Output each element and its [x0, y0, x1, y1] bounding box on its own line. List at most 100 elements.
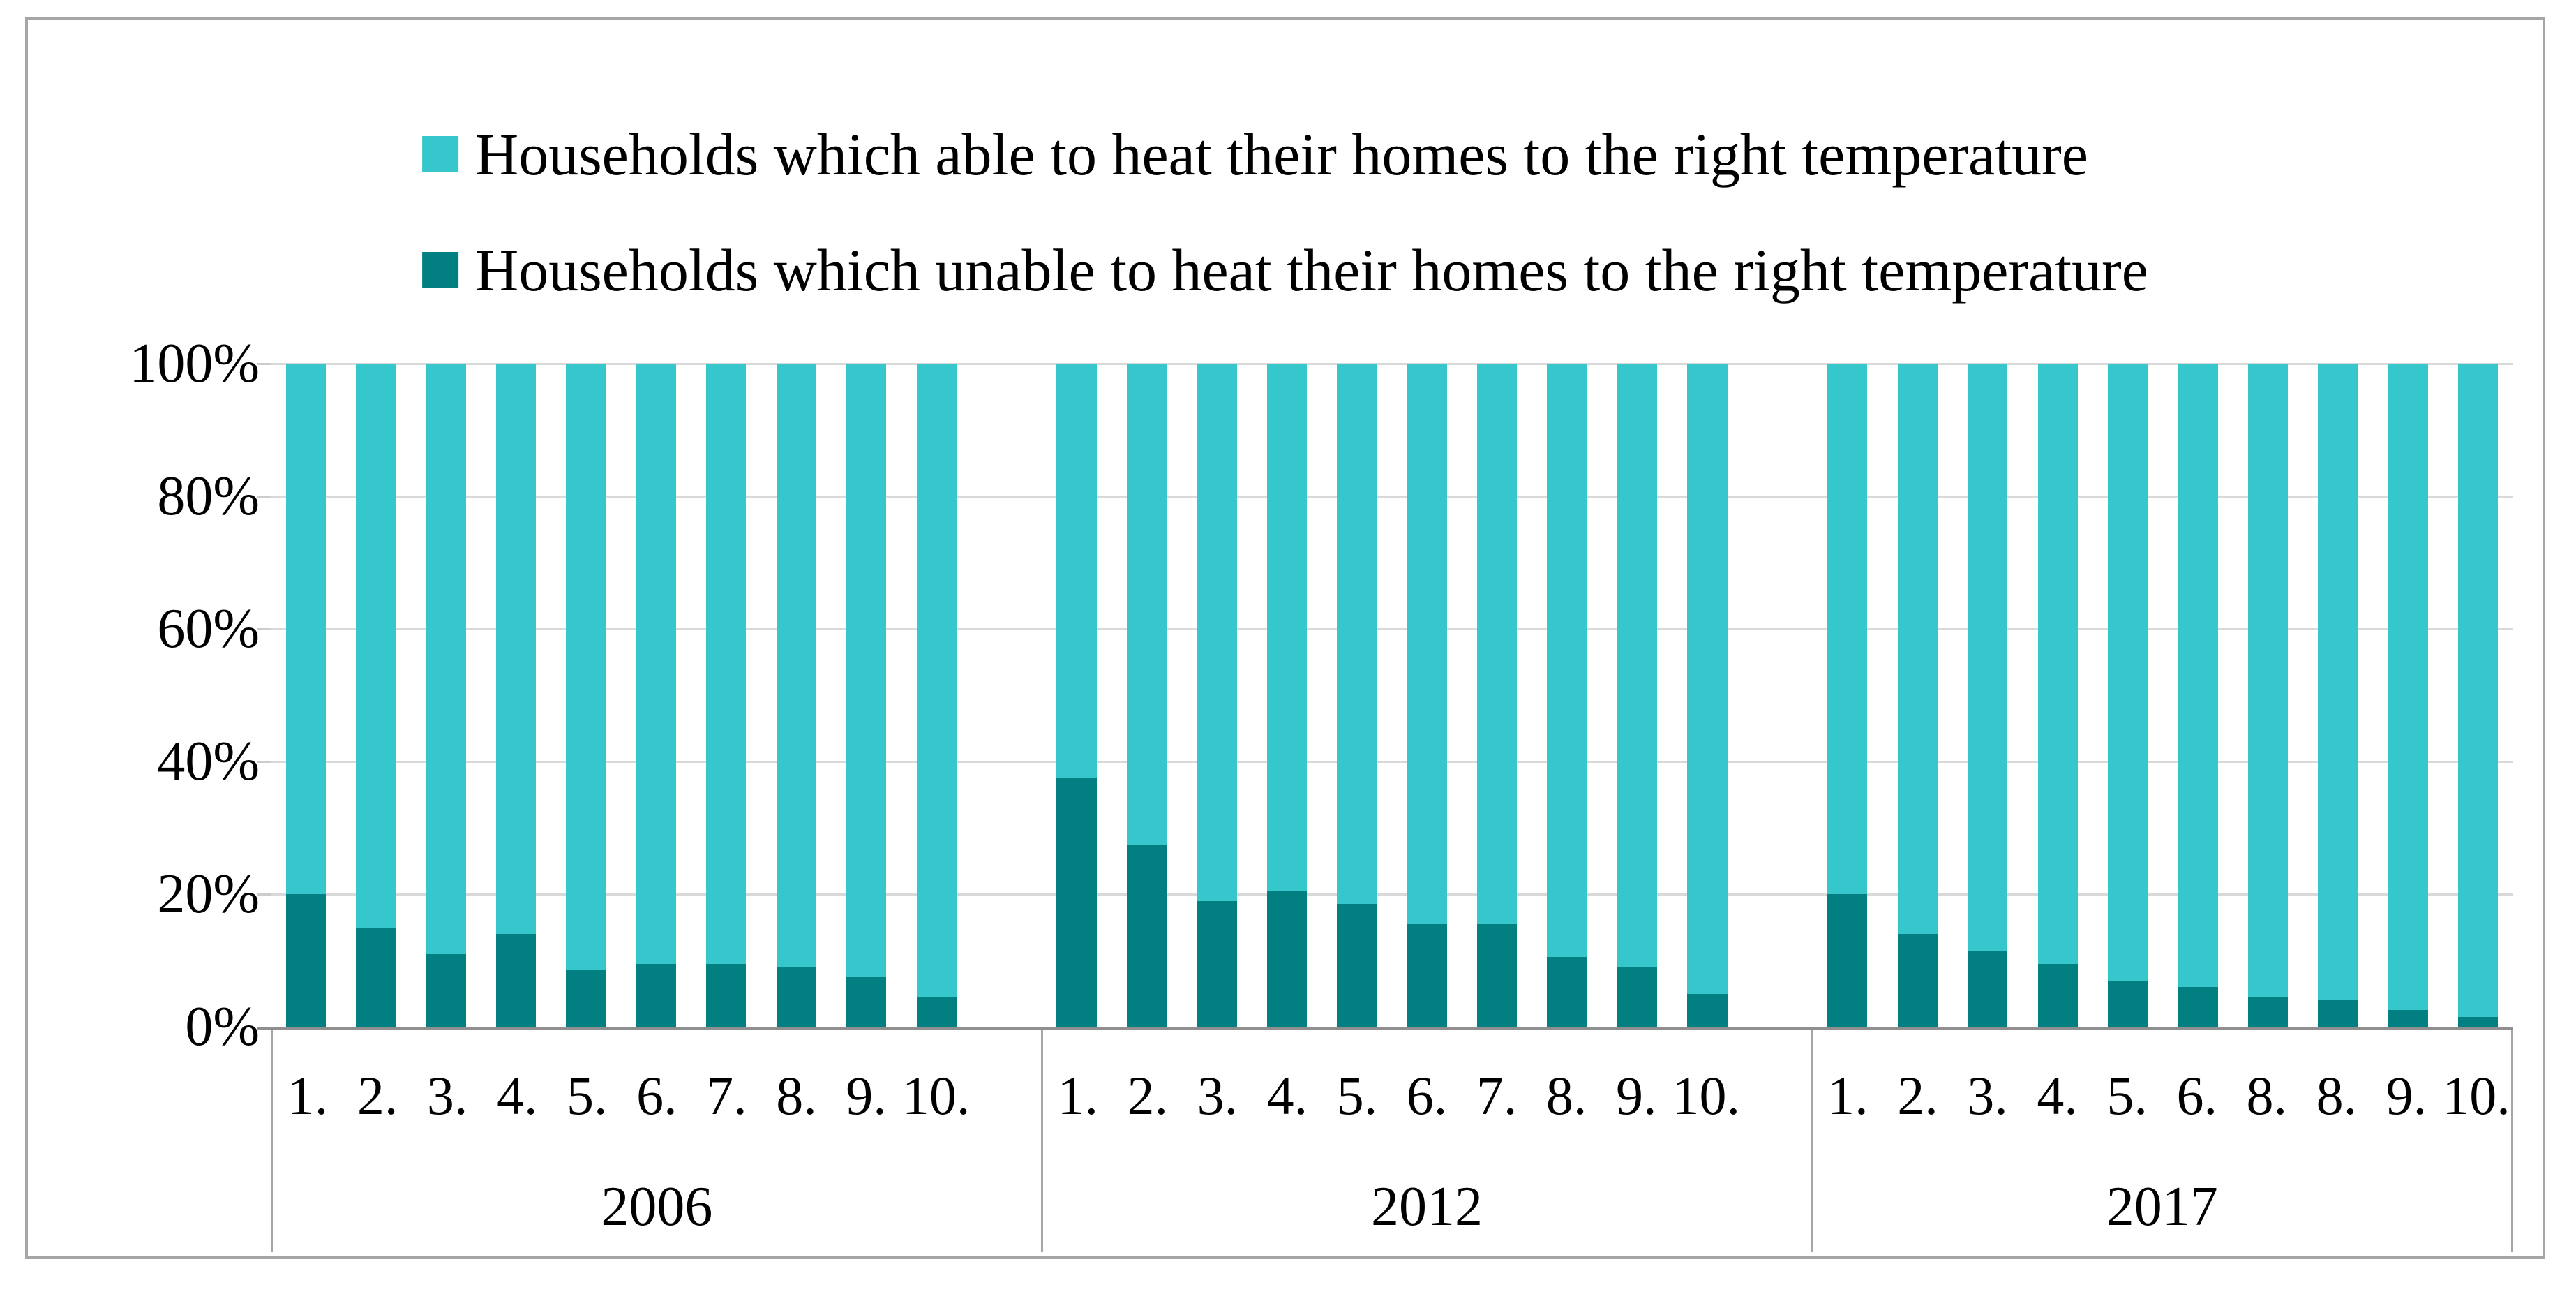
x-tick-label: 4. [496, 1065, 538, 1126]
bar [1056, 364, 1097, 1027]
bar-segment-unable [776, 967, 816, 1027]
legend-item-able: Households which able to heat their home… [422, 123, 2148, 186]
x-tick-label: 10. [2442, 1065, 2510, 1126]
bar-slot [2373, 364, 2443, 1027]
bar-segment-unable [2107, 980, 2148, 1027]
x-tick-row: 1. 2. 3. 4. 5. 6. 7. 8. 9. 10. [273, 1030, 1041, 1161]
bar-segment-unable [566, 970, 606, 1027]
bar-segment-able [1617, 364, 1658, 967]
bar-slot [411, 364, 481, 1027]
bar-segment-able [2107, 364, 2148, 981]
bar [636, 364, 677, 1027]
x-tick-label: 8. [2246, 1065, 2288, 1126]
x-tick-label: 9. [2386, 1065, 2427, 1126]
x-tick-label: 4. [2037, 1065, 2078, 1126]
x-tick-label: 1. [1827, 1065, 1869, 1126]
bar-slot [901, 364, 971, 1027]
x-tick-label: 2. [1127, 1065, 1169, 1126]
bar-slot [1252, 364, 1321, 1027]
year-label: 2017 [2106, 1176, 2218, 1238]
year-cell-2017: 1. 2. 3. 4. 5. 6. 8. 8. 9. 10. 2017 [1813, 1030, 2513, 1252]
bar-segment-able [495, 364, 537, 934]
axis-tick-mark [257, 893, 271, 896]
x-tick-label: 9. [846, 1065, 887, 1126]
bar [846, 364, 887, 1027]
bar [2178, 364, 2218, 1027]
y-tick-label: 80% [157, 466, 260, 527]
x-tick-label: 4. [1266, 1065, 1308, 1126]
bar-segment-able [2458, 364, 2499, 1017]
bar-segment-unable [2458, 1016, 2499, 1027]
bar-segment-unable [1337, 904, 1377, 1027]
bar-segment-unable [1126, 844, 1167, 1027]
legend-swatch-unable-icon [422, 252, 459, 289]
bar-segment-able [916, 364, 957, 997]
bar-slot [1532, 364, 1602, 1027]
bar-segment-unable [2037, 963, 2078, 1027]
bar-group-2012 [1042, 364, 1813, 1027]
legend-label-able: Households which able to heat their home… [475, 121, 2088, 188]
bar-segment-unable [1197, 900, 1237, 1027]
bar [1827, 364, 1868, 1027]
x-tick-label: 8. [2316, 1065, 2358, 1126]
bar-segment-able [636, 364, 677, 964]
bar [916, 364, 957, 1027]
bar [706, 364, 747, 1027]
bar-segment-unable [1547, 957, 1587, 1027]
gridline [271, 893, 2513, 896]
bar-slot [1602, 364, 1672, 1027]
axis-tick-mark [257, 496, 271, 498]
bar-segment-able [1266, 364, 1307, 891]
y-tick-label: 20% [157, 863, 260, 925]
bar-group-2006 [271, 364, 1042, 1027]
bar-segment-unable [1897, 934, 1938, 1027]
bar-segment-unable [706, 963, 747, 1027]
bar-group-2017 [1813, 364, 2513, 1027]
bar-segment-able [706, 364, 747, 964]
bar [2388, 364, 2428, 1027]
x-tick-label: 5. [2106, 1065, 2148, 1126]
bar-segment-able [566, 364, 606, 971]
legend: Households which able to heat their home… [422, 123, 2148, 302]
bar [1477, 364, 1518, 1027]
bar [2247, 364, 2289, 1027]
bars [271, 364, 2513, 1027]
bar-segment-unable [426, 953, 466, 1027]
bar-segment-able [426, 364, 466, 954]
bar-slot [2233, 364, 2302, 1027]
bar-segment-able [1547, 364, 1587, 958]
x-tick-row: 1. 2. 3. 4. 5. 6. 7. 8. 9. 10. [1043, 1030, 1811, 1161]
bar [356, 364, 396, 1027]
x-tick-label: 10. [1672, 1065, 1741, 1126]
bar-segment-able [1897, 364, 1938, 934]
y-tick-label: 60% [157, 598, 260, 660]
gridline [271, 761, 2513, 763]
bar-slot [2163, 364, 2233, 1027]
y-tick-label: 40% [157, 731, 260, 792]
bar [1897, 364, 1938, 1027]
group-spacer [1742, 364, 1812, 1027]
bar-segment-unable [2388, 1010, 2428, 1027]
gridline [271, 496, 2513, 498]
bar-segment-unable [2318, 1000, 2358, 1027]
bar [2458, 364, 2499, 1027]
bar-segment-unable [1407, 923, 1447, 1027]
bar-slot [1042, 364, 1111, 1027]
bar-segment-able [2247, 364, 2289, 997]
bar [2037, 364, 2078, 1027]
bar-segment-able [356, 364, 396, 928]
bar-segment-able [285, 364, 326, 894]
x-tick-label: 9. [1615, 1065, 1657, 1126]
bar-slot [1953, 364, 2023, 1027]
y-tick-label: 100% [129, 333, 260, 394]
bar-slot [832, 364, 901, 1027]
x-tick-label: 1. [1057, 1065, 1098, 1126]
x-axis-line [257, 1027, 2513, 1030]
bar-slot [2443, 364, 2513, 1027]
x-tick-label: 6. [1406, 1065, 1448, 1126]
x-tick-label: 1. [287, 1065, 329, 1126]
bar-slot [1111, 364, 1181, 1027]
bar-segment-unable [1266, 891, 1307, 1027]
bar-slot [2303, 364, 2373, 1027]
bar [1197, 364, 1237, 1027]
